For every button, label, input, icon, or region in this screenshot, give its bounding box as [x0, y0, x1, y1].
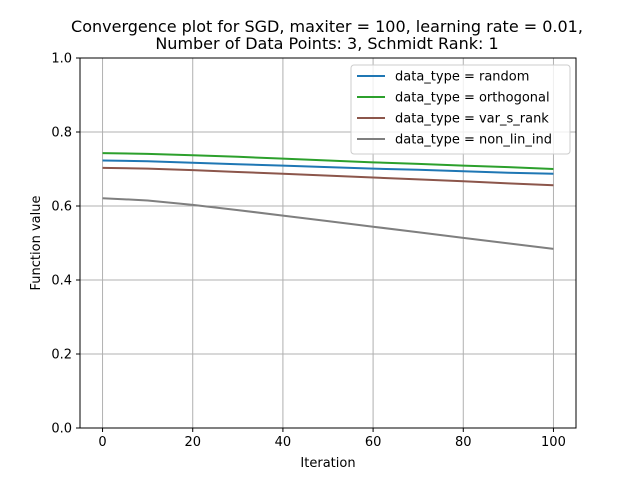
plot-frame: [79, 57, 577, 429]
legend-label-2: data_type = var_s_rank: [395, 112, 549, 127]
y-tick-label: 0.2: [51, 348, 72, 363]
series-line-3: [102, 197, 554, 250]
x-tick-label: 60: [365, 435, 382, 450]
x-tick-label: 0: [98, 435, 106, 450]
x-tick-label: 40: [275, 435, 292, 450]
series-line-1: [102, 152, 554, 170]
chart-title-line-1: Convergence plot for SGD, maxiter = 100,…: [71, 17, 583, 36]
x-axis-label: Iteration: [300, 456, 355, 471]
legend-box: [350, 64, 571, 155]
legend-label-0: data_type = random: [395, 70, 529, 85]
legend-label-1: data_type = orthogonal: [395, 91, 550, 106]
y-tick-label: 0.8: [51, 126, 72, 141]
series-lines: [102, 152, 554, 250]
legend-label-3: data_type = non_lin_ind: [395, 133, 552, 148]
y-tick-label: 0.0: [51, 422, 72, 437]
y-tick-label: 0.6: [51, 200, 72, 215]
x-tick-label: 20: [184, 435, 201, 450]
y-axis-label: Function value: [29, 196, 44, 291]
series-line-0: [102, 159, 554, 175]
x-tick-label: 80: [455, 435, 472, 450]
axis-ticks: 0 20 40 60 80 100 0.0 0.2 0.4 0.6 0.8 1.0: [51, 52, 566, 451]
chart-title-line-2: Number of Data Points: 3, Schmidt Rank: …: [155, 34, 498, 53]
x-tick-label: 100: [541, 435, 566, 450]
legend: data_type = random data_type = orthogonal…: [350, 64, 571, 155]
series-line-2: [102, 166, 554, 187]
y-tick-label: 1.0: [51, 52, 72, 67]
y-tick-label: 0.4: [51, 274, 72, 289]
